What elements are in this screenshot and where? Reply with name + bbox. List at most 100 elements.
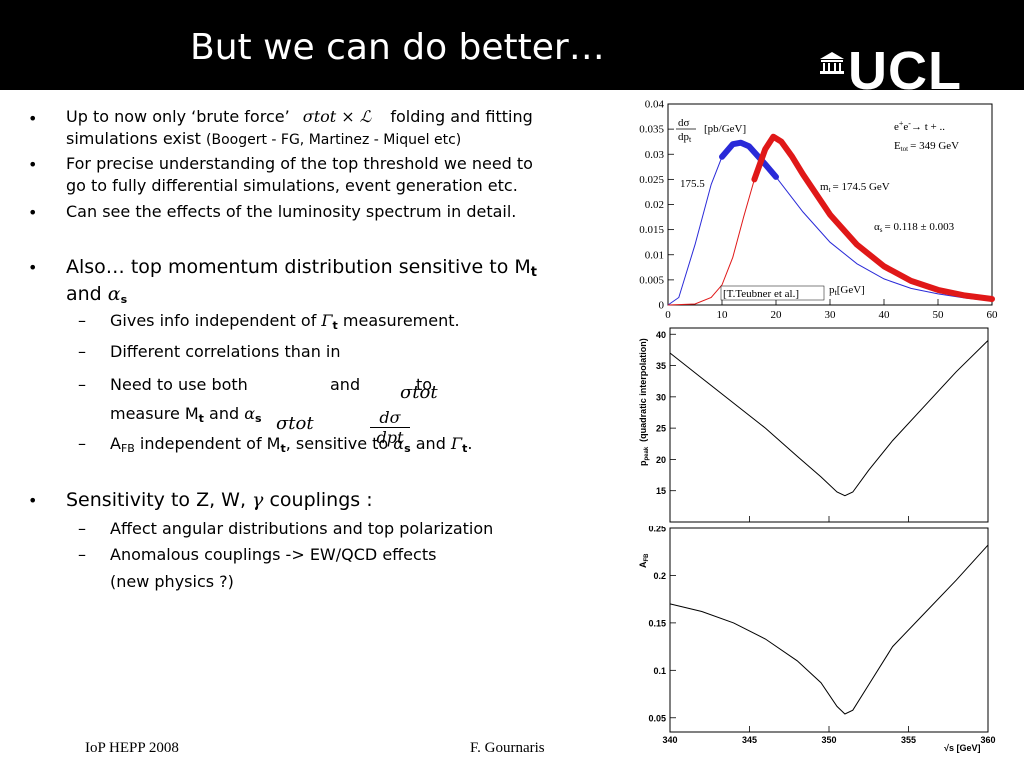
- gamma-symbol: γ: [252, 489, 264, 511]
- subscript: t: [462, 442, 468, 455]
- subscript: s: [255, 412, 262, 425]
- gamma-symbol: Γ: [450, 434, 463, 453]
- x-axis-label: √s [GeV]: [944, 743, 980, 753]
- annotation-alpha-s: αs = 0.118 ± 0.003: [874, 221, 955, 234]
- annotation-etot: Etot = 349 GeV: [894, 140, 959, 153]
- sub-bullet-3-line2: measure Mt and αs: [110, 403, 262, 427]
- y-tick-label: 0.2: [653, 571, 666, 581]
- bullet-marker: •: [28, 491, 38, 510]
- bullet-text: For precise understanding of the top thr…: [66, 154, 533, 173]
- sub-bullet-5: Affect angular distributions and top pol…: [110, 519, 494, 538]
- y-tick-label: 0.005: [639, 274, 664, 286]
- ucl-logo: UCL: [818, 41, 990, 101]
- bullet-text: Gives info independent of: [110, 311, 317, 330]
- y-tick-label: 0.035: [639, 124, 664, 136]
- series-line: [669, 544, 989, 715]
- y-tick-label: 0.15: [648, 618, 666, 628]
- bullet-marker: •: [28, 109, 38, 128]
- sub-bullet-marker: –: [78, 342, 86, 361]
- bullet-text: sensitive to: [295, 434, 389, 453]
- y-tick-label: 0.03: [645, 149, 665, 161]
- y-axis-label: AFB: [638, 553, 650, 568]
- bullet-text: Also… top momentum distribution sensitiv…: [66, 256, 531, 278]
- sub-bullet-marker: –: [78, 375, 86, 394]
- sub-bullet-marker: –: [78, 519, 86, 538]
- plot-frame: [669, 327, 989, 523]
- footer-author: F. Gournaris: [470, 740, 545, 756]
- bullet-4: Also… top momentum distribution sensitiv…: [66, 255, 626, 309]
- bullet-3: Can see the effects of the luminosity sp…: [66, 201, 626, 223]
- y-tick-label: 15: [656, 486, 666, 496]
- y-tick-label: 0.025: [639, 174, 664, 186]
- formula-sigma-tot-1: σtot: [400, 382, 438, 403]
- citation-box: [720, 285, 825, 301]
- bullet-reference: (Boogert - FG, Martinez - Miquel etc): [206, 132, 462, 148]
- y-axis-label: ppeak(quadratic interpolation): [638, 338, 650, 466]
- x-tick-label: 10: [717, 309, 729, 321]
- plot-frame: [669, 527, 989, 733]
- ucl-wordmark: UCL: [848, 41, 962, 101]
- x-tick-label: 350: [821, 735, 836, 745]
- subscript: t: [198, 412, 204, 425]
- series-line: [669, 340, 989, 497]
- y-tick-label: 0.04: [645, 99, 665, 111]
- y-tick-label: 25: [656, 424, 666, 434]
- bullet-marker: •: [28, 203, 38, 222]
- bullet-text: measurement.: [342, 311, 460, 330]
- x-tick-label: 50: [933, 309, 945, 321]
- x-tick-label: 355: [901, 735, 916, 745]
- fraction-denominator: dpt: [370, 427, 410, 447]
- y-tick-label: 0.015: [639, 224, 664, 236]
- y-tick-label: 0.25: [648, 526, 666, 534]
- sub-bullet-4: AFB independent of Mt, sensitive to αs a…: [110, 434, 473, 455]
- bullet-marker: •: [28, 258, 38, 277]
- citation: [T.Teubner et al.]: [723, 288, 799, 300]
- footer-event: IoP HEPP 2008: [85, 740, 179, 756]
- subscript: t: [530, 265, 537, 280]
- alpha-symbol: α: [393, 434, 405, 453]
- slide-title: But we can do better…: [190, 27, 605, 68]
- bullet-text: Sensitivity to Z, W,: [66, 489, 246, 511]
- bullet-marker: •: [28, 155, 38, 174]
- pt-distribution-chart: 0 0.005 0.01 0.015 0.02 0.025 0.03 0.035 0.04 0 10…: [639, 99, 999, 322]
- x-tick-label: 60: [987, 309, 999, 321]
- x-axis-label: pt[GeV]: [829, 284, 865, 297]
- subscript: t: [332, 319, 338, 332]
- y-tick-label: 30: [656, 392, 666, 402]
- subscript: s: [120, 293, 128, 306]
- bullet-text: Up to now only ‘brute force’: [66, 107, 290, 126]
- bullet-text: and: [66, 283, 102, 305]
- bullet-text: go to fully differential simulations, ev…: [66, 176, 518, 195]
- sub-bullet-1: Gives info independent of Γt measurement…: [110, 310, 460, 334]
- afb-chart: 0.05 0.1 0.15 0.2 0.25 340 345 350 355 360 AFB √s…: [638, 526, 996, 753]
- sub-bullet-marker: –: [78, 545, 86, 564]
- alpha-symbol: α: [107, 283, 121, 305]
- subscript: FB: [120, 442, 135, 455]
- sub-bullet-3-to: to: [416, 375, 433, 394]
- y-tick-label: 0: [659, 300, 665, 312]
- sub-bullet-marker: –: [78, 311, 86, 330]
- bullet-text: and: [415, 434, 446, 453]
- alpha-symbol: α: [244, 404, 256, 423]
- bullet-2: For precise understanding of the top thr…: [66, 153, 626, 197]
- bullet-text: measure M: [110, 404, 199, 423]
- x-tick-label: 30: [825, 309, 837, 321]
- portico-icon: [820, 52, 844, 74]
- bullet-5: Sensitivity to Z, W, γ couplings :: [66, 488, 373, 512]
- formula-sigma-lumi: σtot × ℒ: [302, 107, 372, 126]
- formula-sigma-tot-2: σtot: [276, 413, 314, 434]
- fraction-numerator: dσ: [379, 408, 401, 427]
- y-axis-unit: [pb/GeV]: [704, 123, 746, 135]
- bullet-text: Can see the effects of the luminosity sp…: [66, 202, 517, 221]
- y-tick-label: 0.1: [653, 666, 666, 676]
- sub-bullet-marker: –: [78, 434, 86, 453]
- y-tick-label: 40: [656, 330, 666, 340]
- bullet-text: folding and fitting: [390, 107, 533, 126]
- annotation-mt: mt = 174.5 GeV: [820, 181, 890, 194]
- bullet-text: couplings :: [269, 489, 373, 511]
- x-tick-label: 345: [742, 735, 757, 745]
- subscript: s: [404, 442, 411, 455]
- sub-bullet-6-cont: (new physics ?): [110, 572, 234, 591]
- sub-bullet-3-and: and: [330, 375, 361, 394]
- bullet-text: and: [209, 404, 240, 423]
